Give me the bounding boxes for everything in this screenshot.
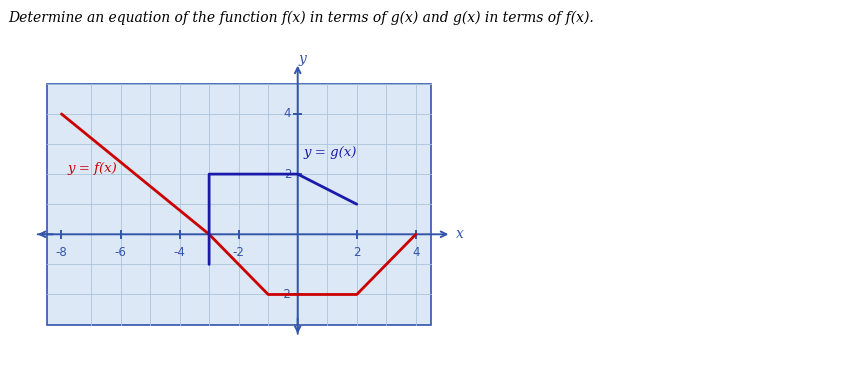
Text: -2: -2 [279,288,291,301]
Text: -4: -4 [174,246,186,259]
Text: y = g(x): y = g(x) [303,146,357,159]
Bar [46,84,430,324]
Text: -6: -6 [114,246,126,259]
Text: x: x [455,227,464,241]
Text: Determine an equation of the function f(x) in terms of g(x) and g(x) in terms of: Determine an equation of the function f(… [9,11,594,25]
Text: 4: 4 [283,108,291,120]
Text: -8: -8 [56,246,67,259]
Text: y = f(x): y = f(x) [67,161,117,175]
Text: 2: 2 [353,246,361,259]
Text: 4: 4 [412,246,419,259]
Text: 2: 2 [283,168,291,181]
Text: y: y [298,52,306,66]
Text: -2: -2 [233,246,245,259]
